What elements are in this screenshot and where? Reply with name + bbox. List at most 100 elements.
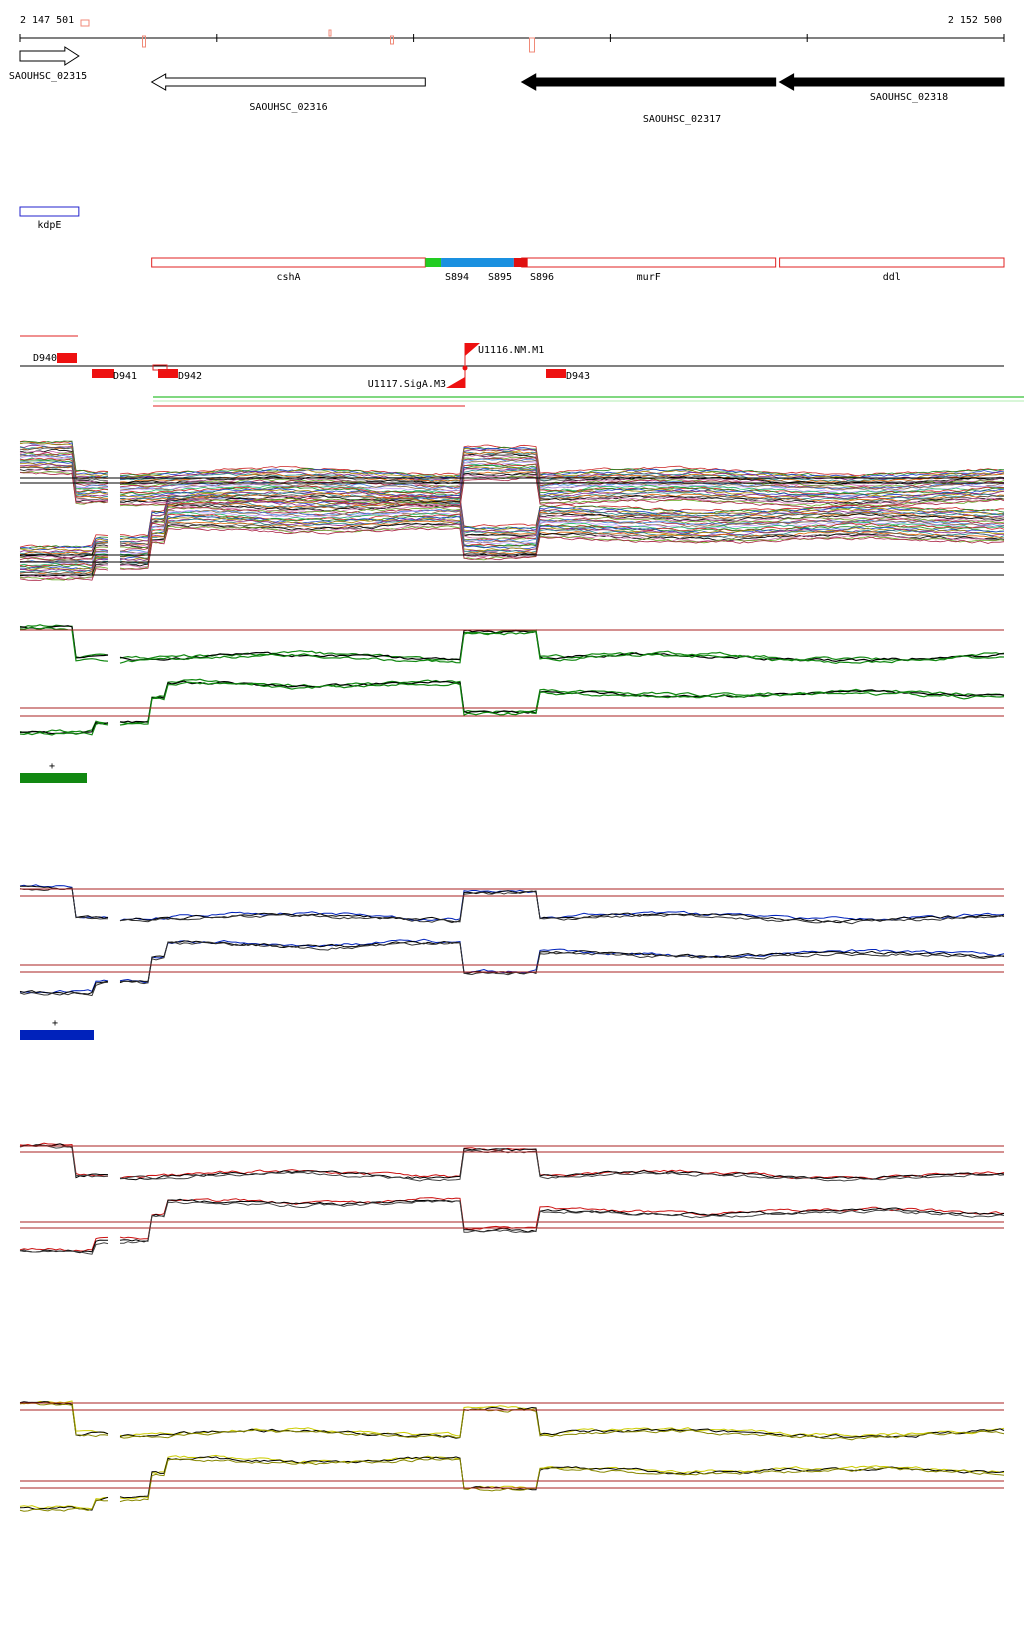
gene-arrow: [19, 46, 80, 66]
expression-line: [119, 448, 1005, 480]
downstream-marker: [152, 364, 168, 371]
ruler-marks: [80, 19, 535, 53]
expression-line: [119, 466, 1005, 498]
expression-line: [119, 504, 1005, 549]
ruler-marker: [328, 29, 332, 37]
gene-label: SAOUHSC_02316: [249, 102, 327, 113]
expression-line: [119, 1454, 1005, 1500]
segment-label: S895: [488, 272, 512, 283]
downstream-label: D940: [33, 353, 57, 364]
expression-line: [20, 463, 109, 498]
green-plus-label: +: [49, 761, 55, 772]
expression-line: [119, 463, 1005, 495]
expression-line: [119, 476, 1005, 509]
expression-line: [19, 885, 109, 919]
expression-line: [119, 1408, 1005, 1441]
expression-line: [119, 522, 1004, 567]
annotation-box: [779, 257, 1005, 268]
expression-line: [19, 466, 109, 501]
expression-line: [119, 473, 1005, 505]
expression-line: [19, 1144, 109, 1178]
blue-plus-label: +: [52, 1018, 58, 1029]
expression-line: [19, 1142, 109, 1177]
upstream-flag-dot: [462, 365, 468, 371]
expression-line: [119, 444, 1005, 477]
expression-line: [19, 1236, 109, 1252]
downstream-marker: [92, 369, 114, 378]
segment-label: S894: [445, 272, 469, 283]
expression-line: [119, 464, 1005, 497]
expression-line: [119, 890, 1005, 924]
expression-panel: [19, 1400, 1005, 1512]
expression-line: [19, 887, 109, 920]
segment-label: S896: [530, 272, 554, 283]
segment-block: [441, 258, 514, 267]
segment-block: [425, 258, 442, 267]
expression-line: [19, 721, 109, 735]
expression-line: [119, 452, 1005, 485]
expression-line: [19, 440, 109, 474]
expression-line: [119, 940, 1005, 984]
gene-label: SAOUHSC_02318: [870, 92, 948, 103]
expression-line: [119, 506, 1005, 550]
expression-line: [19, 544, 109, 559]
segment-block: [513, 258, 528, 267]
expression-line: [19, 561, 109, 575]
downstream-marker: [57, 353, 77, 363]
expression-line: [19, 1242, 109, 1255]
expression-line: [119, 522, 1005, 565]
expression-line: [19, 471, 109, 505]
annotation-label: ddl: [883, 272, 901, 283]
expression-line: [119, 471, 1005, 503]
expression-line: [19, 722, 109, 736]
expression-line: [19, 460, 109, 494]
annotation-label: murF: [637, 272, 661, 283]
legend-blue: +: [20, 1018, 94, 1040]
expression-line: [19, 465, 108, 499]
expression-line: [19, 442, 109, 477]
expression-line: [119, 1198, 1005, 1243]
expression-line: [119, 890, 1005, 925]
ruler-marker: [390, 35, 394, 45]
annotation-track: cshA murF ddl S894 S895 S896: [151, 257, 1005, 283]
ruler-marker: [142, 35, 146, 48]
expression-line: [19, 1499, 109, 1512]
downstream-label: D943: [566, 371, 590, 382]
expression-line: [119, 513, 1005, 558]
expression-line: [119, 629, 1005, 663]
expression-line: [19, 549, 109, 562]
expression-line: [19, 1143, 109, 1179]
green-legend-swatch: [20, 773, 87, 783]
expression-line: [119, 1199, 1005, 1244]
expression-line: [19, 625, 109, 659]
expression-line: [19, 472, 109, 504]
operon-label: kdpE: [37, 220, 61, 231]
coordinate-ruler: 2 147 501 2 152 500: [19, 15, 1005, 53]
downstream-label: D942: [178, 371, 202, 382]
expression-line: [119, 630, 1005, 665]
expression-line: [119, 527, 1005, 570]
expression-line: [119, 454, 1005, 488]
upstream-label: U1116.NM.M1: [478, 345, 544, 356]
expression-line: [19, 455, 109, 490]
expression-line: [119, 475, 1005, 508]
operon-track: kdpE: [19, 206, 80, 231]
gene-label: SAOUHSC_02317: [643, 114, 721, 125]
ruler-end-label: 2 152 500: [948, 15, 1002, 26]
gene-arrow: [520, 73, 777, 91]
expression-line: [119, 680, 1005, 724]
annotation-label: cshA: [276, 272, 300, 283]
downstream-marker: [546, 369, 566, 378]
expression-line: [119, 938, 1005, 984]
gene-track: SAOUHSC_02315 SAOUHSC_02316 SAOUHSC_02317 S…: [9, 46, 1005, 125]
feature-track: D940 D941 D942 D943 U1116.NM.M1 U1117.SigA.M3: [20, 335, 1024, 407]
expression-line: [119, 941, 1005, 985]
expression-line: [20, 558, 109, 570]
downstream-marker: [158, 369, 178, 378]
expression-panel: [19, 624, 1005, 736]
expression-line: [19, 1400, 109, 1435]
expression-line: [119, 1458, 1005, 1503]
expression-line: [119, 466, 1005, 500]
expression-panel: [19, 1142, 1005, 1255]
expression-line: [19, 468, 109, 502]
